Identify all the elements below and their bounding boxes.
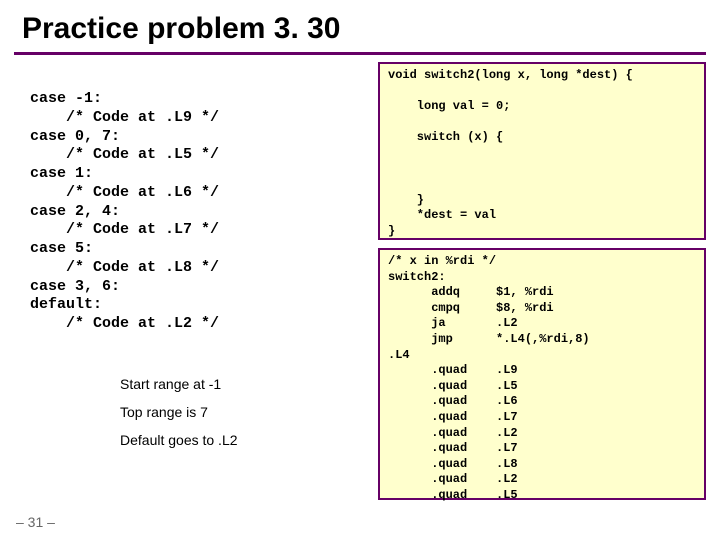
note-line-3: Default goes to .L2 — [120, 426, 238, 454]
slide-title: Practice problem 3. 30 — [0, 0, 720, 52]
c-source-code-box: void switch2(long x, long *dest) { long … — [378, 62, 706, 240]
title-underline — [14, 52, 706, 55]
notes-block: Start range at -1 Top range is 7 Default… — [120, 370, 238, 454]
note-line-1: Start range at -1 — [120, 370, 238, 398]
note-line-2: Top range is 7 — [120, 398, 238, 426]
left-cases-code: case -1: /* Code at .L9 */ case 0, 7: /*… — [30, 90, 219, 334]
assembly-code-box: /* x in %rdi */ switch2: addq $1, %rdi c… — [378, 248, 706, 500]
page-number: – 31 – — [16, 514, 55, 530]
